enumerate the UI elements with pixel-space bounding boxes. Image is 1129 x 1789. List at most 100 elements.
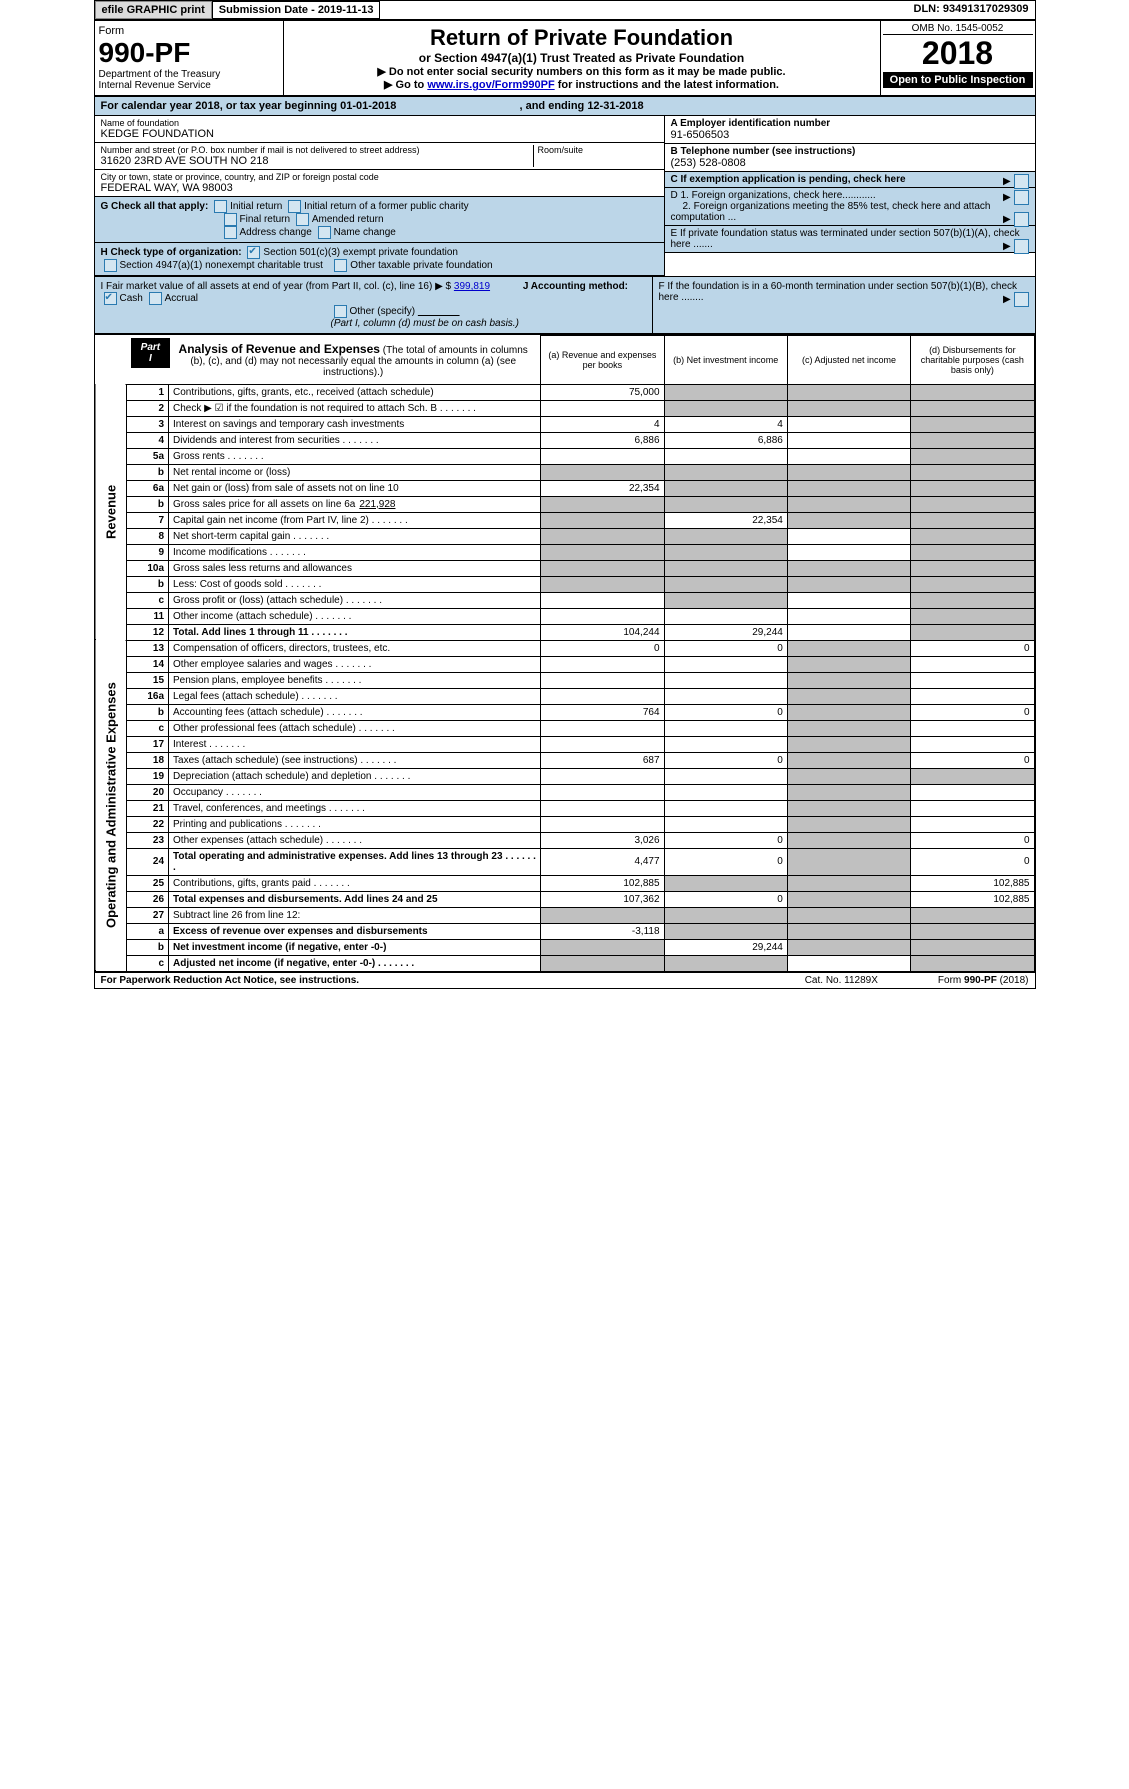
amount-cell bbox=[787, 752, 910, 768]
amount-cell bbox=[787, 496, 910, 512]
amount-cell bbox=[541, 592, 664, 608]
table-row: cOther professional fees (attach schedul… bbox=[95, 720, 1034, 736]
amount-cell bbox=[787, 800, 910, 816]
table-row: 6aNet gain or (loss) from sale of assets… bbox=[95, 480, 1034, 496]
amount-cell bbox=[911, 720, 1034, 736]
amount-cell bbox=[787, 816, 910, 832]
table-row: 8Net short-term capital gain . . . . . .… bbox=[95, 528, 1034, 544]
efile-button[interactable]: efile GRAPHIC print bbox=[95, 1, 212, 19]
revenue-side-label: Revenue bbox=[95, 384, 127, 640]
row-number: 13 bbox=[127, 640, 169, 656]
accrual-checkbox[interactable] bbox=[149, 292, 162, 305]
501c3-checkbox[interactable] bbox=[247, 246, 260, 259]
4947-checkbox[interactable] bbox=[104, 259, 117, 272]
row-desc: Total. Add lines 1 through 11 . . . . . … bbox=[169, 624, 541, 640]
col-c-header: (c) Adjusted net income bbox=[787, 336, 910, 385]
amended-checkbox[interactable] bbox=[296, 213, 309, 226]
initial-return-checkbox[interactable] bbox=[214, 200, 227, 213]
irs-link[interactable]: www.irs.gov/Form990PF bbox=[427, 79, 554, 91]
amount-cell: 29,244 bbox=[664, 624, 787, 640]
amount-cell bbox=[787, 432, 910, 448]
row-desc: Subtract line 26 from line 12: bbox=[169, 907, 541, 923]
amount-cell bbox=[664, 720, 787, 736]
note-ssn: ▶ Do not enter social security numbers o… bbox=[288, 65, 876, 78]
initial-former-checkbox[interactable] bbox=[288, 200, 301, 213]
amount-cell bbox=[911, 496, 1034, 512]
h-label: H Check type of organization: bbox=[101, 247, 242, 258]
phone-label: B Telephone number (see instructions) bbox=[671, 146, 1029, 157]
amount-cell bbox=[911, 608, 1034, 624]
amount-cell bbox=[911, 688, 1034, 704]
amount-cell bbox=[541, 512, 664, 528]
row-desc: Pension plans, employee benefits . . . .… bbox=[169, 672, 541, 688]
table-row: 27Subtract line 26 from line 12: bbox=[95, 907, 1034, 923]
addr-change-checkbox[interactable] bbox=[224, 226, 237, 239]
amount-cell bbox=[664, 576, 787, 592]
amount-cell bbox=[664, 923, 787, 939]
row-number: b bbox=[127, 496, 169, 512]
other-taxable-checkbox[interactable] bbox=[334, 259, 347, 272]
amount-cell: 0 bbox=[664, 832, 787, 848]
initial-former-label: Initial return of a former public charit… bbox=[304, 201, 469, 212]
final-return-checkbox[interactable] bbox=[224, 213, 237, 226]
col-b-header: (b) Net investment income bbox=[664, 336, 787, 385]
amount-cell bbox=[541, 464, 664, 480]
amount-cell bbox=[911, 768, 1034, 784]
amount-cell bbox=[787, 544, 910, 560]
g-label: G Check all that apply: bbox=[101, 201, 209, 212]
amount-cell bbox=[541, 608, 664, 624]
d1-checkbox[interactable] bbox=[1014, 190, 1029, 205]
row-desc: Gross profit or (loss) (attach schedule)… bbox=[169, 592, 541, 608]
amount-cell bbox=[911, 784, 1034, 800]
addr-label: Number and street (or P.O. box number if… bbox=[101, 145, 533, 155]
ein-field: A Employer identification number 91-6506… bbox=[665, 116, 1035, 144]
row-desc: Compensation of officers, directors, tru… bbox=[169, 640, 541, 656]
row-desc: Total operating and administrative expen… bbox=[169, 848, 541, 875]
amount-cell bbox=[541, 560, 664, 576]
row-desc: Income modifications . . . . . . . bbox=[169, 544, 541, 560]
row-number: 1 bbox=[127, 384, 169, 400]
amount-cell: 0 bbox=[664, 848, 787, 875]
table-row: 26Total expenses and disbursements. Add … bbox=[95, 891, 1034, 907]
amount-cell bbox=[787, 448, 910, 464]
e-checkbox[interactable] bbox=[1014, 239, 1029, 254]
amount-cell bbox=[911, 816, 1034, 832]
bottom-info-row: I Fair market value of all assets at end… bbox=[95, 277, 1035, 335]
amount-cell bbox=[911, 448, 1034, 464]
row-number: 27 bbox=[127, 907, 169, 923]
amount-cell bbox=[664, 816, 787, 832]
foundation-name: KEDGE FOUNDATION bbox=[101, 128, 658, 140]
amount-cell bbox=[541, 672, 664, 688]
row-desc: Occupancy . . . . . . . bbox=[169, 784, 541, 800]
cash-checkbox[interactable] bbox=[104, 292, 117, 305]
d2-label: 2. Foreign organizations meeting the 85%… bbox=[671, 201, 991, 223]
amount-cell: 0 bbox=[911, 640, 1034, 656]
row-number: b bbox=[127, 464, 169, 480]
amount-cell bbox=[911, 736, 1034, 752]
row-number: 18 bbox=[127, 752, 169, 768]
row-number: 25 bbox=[127, 875, 169, 891]
row-number: b bbox=[127, 939, 169, 955]
f-checkbox[interactable] bbox=[1014, 292, 1029, 307]
other-method-checkbox[interactable] bbox=[334, 305, 347, 318]
amount-cell bbox=[787, 656, 910, 672]
c-checkbox[interactable] bbox=[1014, 174, 1029, 189]
row-number: 11 bbox=[127, 608, 169, 624]
table-row: 16aLegal fees (attach schedule) . . . . … bbox=[95, 688, 1034, 704]
table-row: 2Check ▶ ☑ if the foundation is not requ… bbox=[95, 400, 1034, 416]
d2-checkbox[interactable] bbox=[1014, 212, 1029, 227]
name-change-checkbox[interactable] bbox=[318, 226, 331, 239]
amount-cell bbox=[787, 384, 910, 400]
amount-cell bbox=[911, 512, 1034, 528]
amount-cell bbox=[541, 688, 664, 704]
amount-cell: 102,885 bbox=[541, 875, 664, 891]
amount-cell: 22,354 bbox=[664, 512, 787, 528]
fmv-link[interactable]: 399,819 bbox=[454, 281, 490, 292]
ein-value: 91-6506503 bbox=[671, 129, 1029, 141]
table-row: 25Contributions, gifts, grants paid . . … bbox=[95, 875, 1034, 891]
amount-cell bbox=[911, 955, 1034, 971]
amount-cell: 6,886 bbox=[664, 432, 787, 448]
table-row: bLess: Cost of goods sold . . . . . . . bbox=[95, 576, 1034, 592]
amount-cell bbox=[541, 448, 664, 464]
amount-cell bbox=[787, 512, 910, 528]
